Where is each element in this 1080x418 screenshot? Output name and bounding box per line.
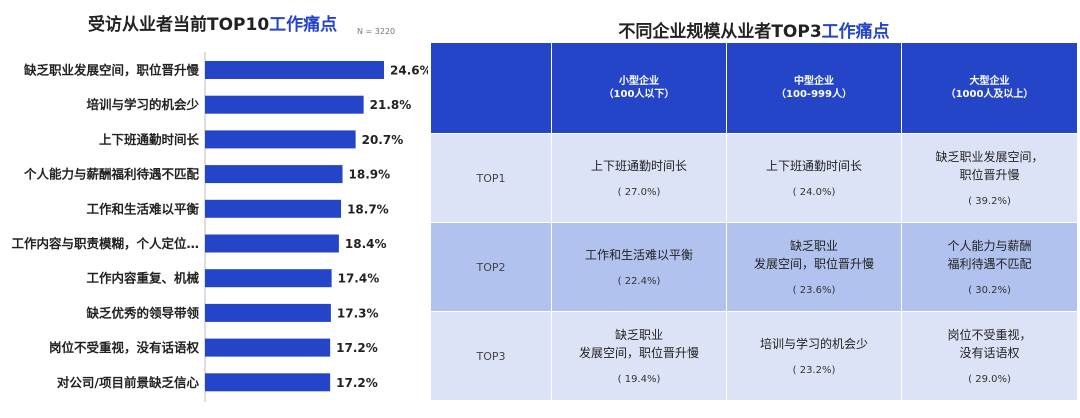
rank-label: TOP2 <box>430 222 552 312</box>
table-row: TOP3 缺乏职业 发展空间，职位晋升慢 ( 19.4%) 培训与学习的机会少 ( … <box>430 311 1078 401</box>
bar-chart-title: 受访从业者当前TOP10工作痛点 <box>88 10 337 35</box>
bar <box>205 199 342 218</box>
bar <box>205 338 331 357</box>
table-title: 不同企业规模从业者TOP3工作痛点 <box>428 17 1080 42</box>
value-label: 17.3% <box>337 306 379 320</box>
value-label: 18.7% <box>347 202 389 216</box>
bar-chart-title-highlight: 工作痛点 <box>269 15 338 35</box>
cell-percent: ( 23.2%) <box>792 365 836 377</box>
table-cell: 缺乏职业发展空间， 职位晋升慢 ( 39.2%) <box>901 133 1078 223</box>
column-range: （1000人及以上） <box>945 89 1034 100</box>
cell-text: 上下班通勤时间长 <box>765 158 862 173</box>
category-label: 工作内容与职责模糊，个人定位… <box>11 236 199 251</box>
cell-percent: ( 19.4%) <box>617 373 661 385</box>
table-row: TOP1 上下班通勤时间长 ( 27.0%) 上下班通勤时间长 ( 24.0%) 缺… <box>430 133 1078 223</box>
value-label: 17.2% <box>336 376 378 390</box>
table-cell: 上下班通勤时间长 ( 27.0%) <box>551 133 727 223</box>
pain-points-table: 小型企业 （100人以下） 中型企业 （100-999人） 大型企业 （1000人及以… <box>430 42 1078 401</box>
category-label: 对公司/项目前景缺乏信心 <box>57 375 200 390</box>
cell-text: 个人能力与薪酬 福利待遇不匹配 <box>947 239 1032 271</box>
value-label: 17.4% <box>338 272 380 286</box>
cell-text: 培训与学习的机会少 <box>759 336 868 351</box>
value-label: 17.2% <box>336 341 378 355</box>
column-range: （100人以下） <box>603 89 675 100</box>
cell-percent: ( 23.6%) <box>792 284 836 296</box>
column-header-large: 大型企业 （1000人及以上） <box>901 42 1078 134</box>
cell-percent: ( 22.4%) <box>617 276 661 288</box>
cell-text: 缺乏职业 发展空间，职位晋升慢 <box>753 239 874 271</box>
table-cell: 上下班通勤时间长 ( 24.0%) <box>726 133 902 223</box>
table-cell: 岗位不受重视， 没有话语权 ( 29.0%) <box>901 311 1078 401</box>
column-name: 大型企业 <box>969 76 1010 87</box>
value-label: 18.9% <box>349 168 391 182</box>
category-label: 工作和生活难以平衡 <box>86 201 199 216</box>
cell-text: 缺乏职业发展空间， 职位晋升慢 <box>935 150 1044 182</box>
table-cell: 培训与学习的机会少 ( 23.2%) <box>726 311 902 401</box>
bar <box>205 95 364 114</box>
category-label: 工作内容重复、机械 <box>86 271 199 286</box>
category-label: 培训与学习的机会少 <box>86 97 199 112</box>
sample-size-note: N = 3220 <box>357 27 396 36</box>
column-name: 小型企业 <box>619 76 659 87</box>
cell-text: 工作和生活难以平衡 <box>584 247 693 262</box>
category-label: 个人能力与薪酬福利待遇不匹配 <box>23 167 200 182</box>
bar <box>205 373 331 392</box>
bar <box>205 269 332 288</box>
column-range: （100-999人） <box>776 89 852 100</box>
value-label: 24.6% <box>390 64 428 78</box>
bar-chart: 缺乏职业发展空间，职位晋升慢 24.6% 培训与学习的机会少 21.8% 上下班通勤时间… <box>11 52 428 402</box>
table-cell: 工作和生活难以平衡 ( 22.4%) <box>551 222 727 312</box>
table-title-highlight: 工作痛点 <box>821 22 890 42</box>
column-header-small: 小型企业 （100人以下） <box>551 42 727 134</box>
value-label: 21.8% <box>370 98 412 112</box>
column-name: 中型企业 <box>794 76 834 87</box>
category-label: 缺乏优秀的领导带领 <box>86 305 199 320</box>
cell-text: 岗位不受重视， 没有话语权 <box>947 328 1032 360</box>
table-cell: 缺乏职业 发展空间，职位晋升慢 ( 23.6%) <box>726 222 902 312</box>
table-cell: 缺乏职业 发展空间，职位晋升慢 ( 19.4%) <box>551 311 727 401</box>
column-header-medium: 中型企业 （100-999人） <box>726 42 902 134</box>
bar <box>205 165 343 184</box>
bar <box>205 61 384 79</box>
value-label: 18.4% <box>345 237 387 251</box>
table-header-row: 小型企业 （100人以下） 中型企业 （100-999人） 大型企业 （1000人及以… <box>430 42 1078 134</box>
cell-percent: ( 29.0%) <box>968 373 1011 385</box>
table-header-corner <box>430 42 552 134</box>
table-cell: 个人能力与薪酬 福利待遇不匹配 ( 30.2%) <box>901 222 1078 312</box>
table-title-main: 不同企业规模从业者TOP3 <box>618 22 822 42</box>
cell-percent: ( 30.2%) <box>968 284 1011 296</box>
cell-percent: ( 39.2%) <box>968 195 1011 207</box>
cell-text: 上下班通勤时间长 <box>590 158 687 173</box>
category-label: 岗位不受重视，没有话语权 <box>49 340 200 355</box>
bar-chart-title-main: 受访从业者当前TOP10 <box>88 15 270 35</box>
category-label: 上下班通勤时间长 <box>99 132 200 147</box>
value-label: 20.7% <box>362 133 404 147</box>
category-label: 缺乏职业发展空间，职位晋升慢 <box>24 63 200 78</box>
cell-percent: ( 24.0%) <box>792 187 836 199</box>
rank-label: TOP3 <box>430 311 552 401</box>
cell-percent: ( 27.0%) <box>617 187 661 199</box>
table-row: TOP2 工作和生活难以平衡 ( 22.4%) 缺乏职业 发展空间，职位晋升慢 ( … <box>430 222 1078 312</box>
bar <box>205 130 356 149</box>
bar <box>205 234 339 253</box>
cell-text: 缺乏职业 发展空间，职位晋升慢 <box>578 328 699 360</box>
bar <box>205 303 331 322</box>
rank-label: TOP1 <box>430 133 552 223</box>
